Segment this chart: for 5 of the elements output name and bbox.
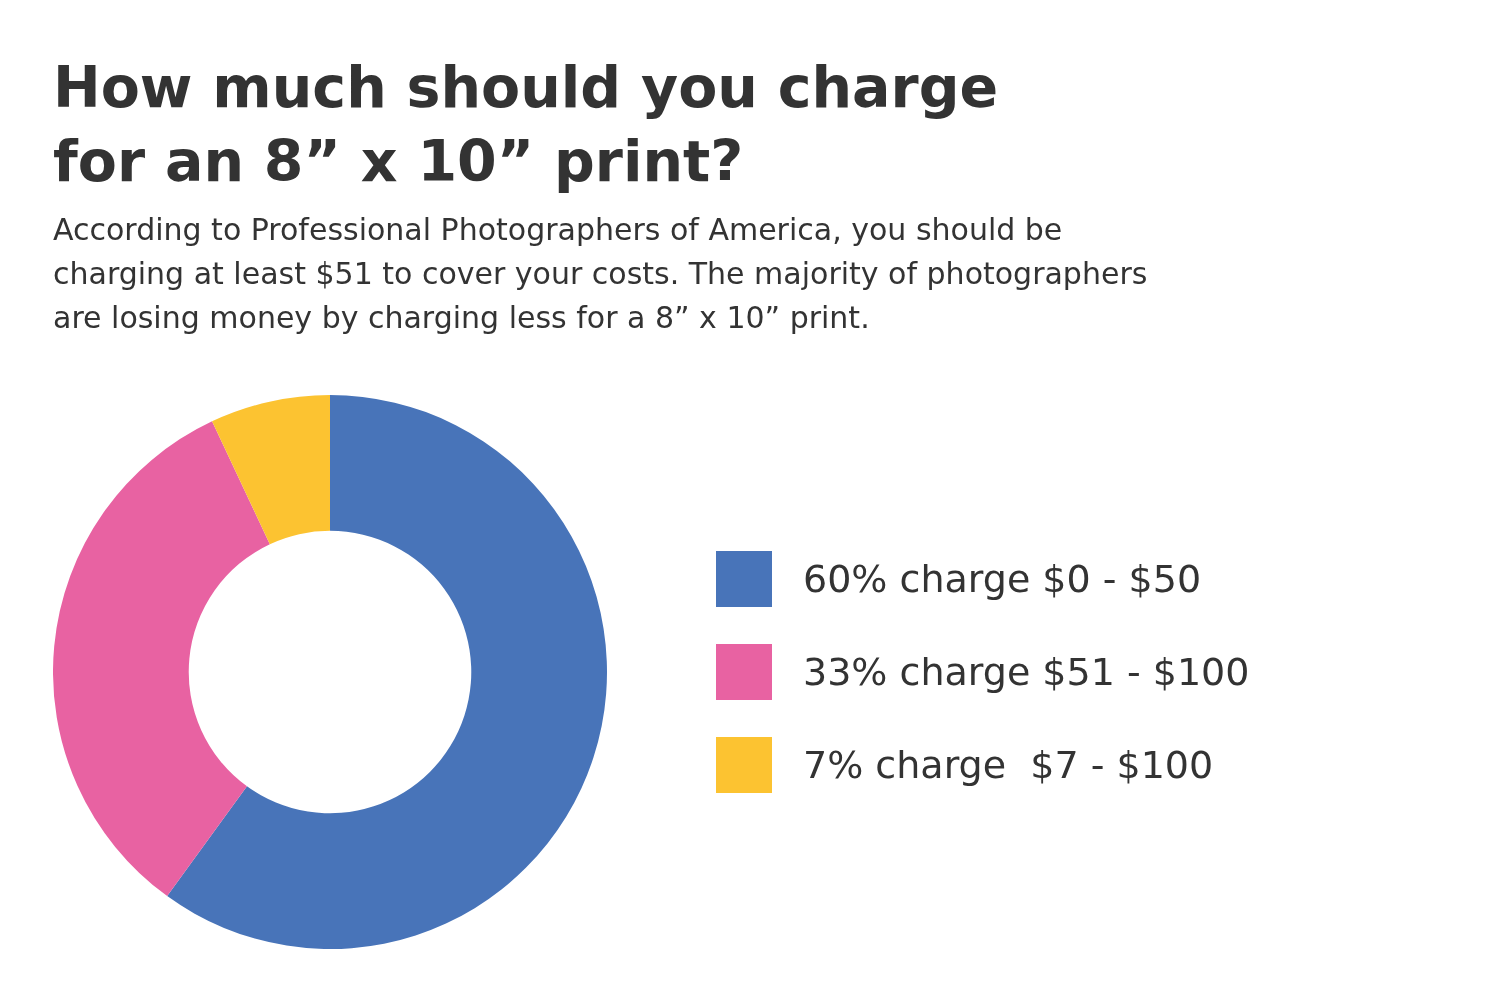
chart-title: How much should you charge for an 8” x 10” print? [53, 53, 1000, 196]
legend-label: 7% charge $7 - $100 [803, 743, 1214, 787]
legend-label: 33% charge $51 - $100 [803, 650, 1250, 694]
chart-subtitle: According to Professional Photographers of America, you should be charging at least $51 to cover your costs. The majority of photographers are losing money by charging less for a 8” x 10” print. [53, 211, 1149, 337]
legend-label: 60% charge $0 - $50 [803, 557, 1202, 601]
